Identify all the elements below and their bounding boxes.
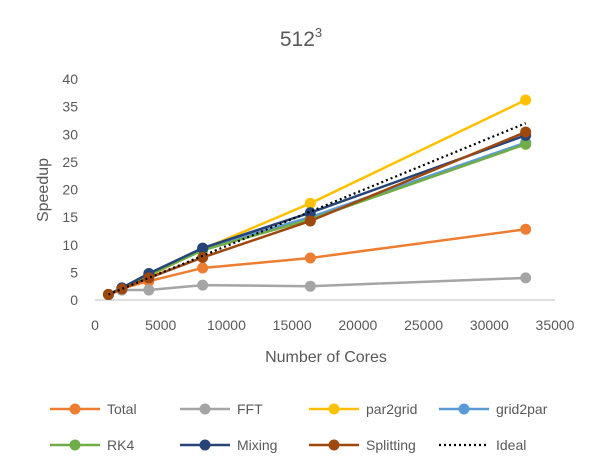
- series-line: [107, 130, 527, 296]
- legend-label: FFT: [237, 401, 263, 417]
- x-tick-label: 30000: [470, 317, 509, 333]
- series-par2grid: [102, 94, 532, 300]
- legend-label: grid2par: [496, 401, 548, 417]
- legend-label: Splitting: [366, 437, 416, 453]
- x-tick-label: 0: [91, 317, 99, 333]
- y-tick-label: 5: [70, 264, 78, 280]
- data-point: [197, 262, 209, 274]
- data-point: [197, 242, 209, 254]
- series-line: [108, 276, 526, 296]
- y-axis-label: Speedup: [35, 158, 52, 222]
- legend-item: Total: [50, 401, 137, 417]
- chart-title: 5123: [280, 25, 322, 51]
- data-point: [304, 280, 316, 292]
- x-tick-label: 35000: [536, 317, 575, 333]
- data-point: [116, 283, 128, 295]
- x-tick-label: 15000: [273, 317, 312, 333]
- x-axis-label: Number of Cores: [265, 349, 387, 366]
- data-point: [520, 126, 532, 138]
- x-tick-label: 10000: [207, 317, 246, 333]
- data-point: [143, 272, 155, 284]
- series-splitting: [102, 126, 532, 300]
- data-point: [520, 223, 532, 235]
- data-point: [520, 272, 532, 284]
- legend-item: Mixing: [180, 437, 277, 453]
- x-tick-label: 20000: [338, 317, 377, 333]
- chart-title-text: 512: [280, 28, 315, 51]
- legend-marker: [328, 439, 340, 451]
- data-point: [197, 279, 209, 291]
- y-tick-label: 30: [62, 126, 78, 142]
- legend-marker: [328, 403, 340, 415]
- legend-item: FFT: [180, 401, 263, 417]
- legend-marker: [69, 403, 81, 415]
- data-point: [143, 284, 155, 296]
- legend-label: Mixing: [237, 437, 277, 453]
- y-tick-label: 35: [62, 99, 78, 115]
- legend-item: RK4: [50, 437, 134, 453]
- y-tick-label: 20: [62, 182, 78, 198]
- y-tick-label: 40: [62, 71, 78, 87]
- x-tick-label: 5000: [145, 317, 176, 333]
- legend-label: par2grid: [366, 401, 417, 417]
- legend: Total FFT par2grid grid2par RK4 Mixing Splitti…: [50, 401, 548, 453]
- legend-item: Ideal: [439, 437, 526, 453]
- legend-label: Total: [107, 401, 137, 417]
- chart-title-superscript: 3: [315, 25, 322, 40]
- legend-item: grid2par: [439, 401, 548, 417]
- data-point: [520, 94, 532, 106]
- data-point: [304, 252, 316, 264]
- legend-label: RK4: [107, 437, 134, 453]
- legend-marker: [69, 439, 81, 451]
- y-tick-label: 10: [62, 237, 78, 253]
- plot-area: [102, 94, 532, 300]
- legend-marker: [199, 403, 211, 415]
- y-axis: 0 5 10 15 20 25 30 35 40: [62, 71, 78, 308]
- legend-marker: [458, 403, 470, 415]
- legend-item: par2grid: [309, 401, 417, 417]
- data-point: [304, 215, 316, 227]
- legend-label: Ideal: [496, 437, 526, 453]
- legend-marker: [199, 439, 211, 451]
- y-tick-label: 15: [62, 209, 78, 225]
- legend-item: Splitting: [309, 437, 416, 453]
- data-point: [304, 197, 316, 209]
- x-tick-label: 25000: [404, 317, 443, 333]
- y-tick-label: 0: [70, 292, 78, 308]
- y-tick-label: 25: [62, 154, 78, 170]
- data-point: [197, 251, 209, 263]
- data-point: [520, 138, 532, 150]
- x-axis: 0 5000 10000 15000 20000 25000 30000 35000: [91, 317, 575, 333]
